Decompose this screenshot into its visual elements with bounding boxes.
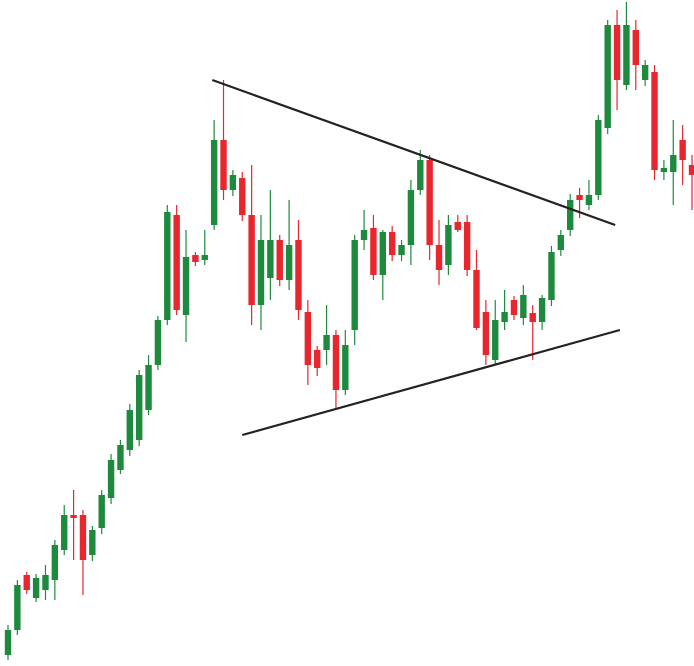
candle-body [220, 140, 227, 190]
candle-body [520, 295, 527, 318]
candle-body [173, 215, 180, 310]
candle-body [501, 312, 508, 322]
candle-body [351, 240, 358, 330]
candle-body [267, 240, 274, 278]
candle-body [398, 245, 405, 255]
candle-body [126, 410, 134, 450]
candle-body [379, 232, 386, 275]
candle-body [342, 345, 349, 390]
candle-body [229, 175, 237, 190]
candle-body [360, 230, 368, 240]
candle-body [651, 72, 658, 170]
candle-body [557, 235, 565, 250]
candle-body [576, 195, 583, 200]
candle-body [679, 140, 686, 160]
candle-body [145, 365, 152, 410]
candle-body [426, 160, 433, 245]
candle-body [42, 575, 49, 590]
candle-body [445, 225, 452, 265]
candle-body [417, 160, 424, 190]
candle-body [23, 575, 30, 590]
candle-body [98, 495, 105, 528]
candle-body [14, 585, 21, 630]
candle-body [510, 300, 518, 315]
candle-body [61, 515, 68, 550]
candle-body [482, 312, 490, 355]
candle-body [585, 195, 593, 205]
candle-body [548, 252, 555, 300]
candle-body [295, 240, 302, 310]
candle-body [454, 222, 461, 230]
candle-body [370, 228, 377, 275]
candle-body [314, 350, 321, 368]
candle-body [641, 65, 649, 80]
candle-body [407, 190, 415, 245]
candle-body [463, 222, 471, 270]
candle-body [79, 515, 87, 560]
candle-body [107, 460, 115, 498]
candle-body [688, 165, 694, 175]
candle-body [248, 215, 255, 305]
candle-body [257, 240, 265, 305]
candle-body [660, 168, 668, 172]
candle-body [70, 515, 77, 518]
candle-body [201, 255, 208, 260]
candle-body [210, 140, 218, 225]
candle-body [623, 25, 630, 85]
candle-body [323, 335, 330, 350]
candle-body [304, 312, 312, 365]
candle-body [154, 320, 162, 365]
candle-body [604, 25, 611, 128]
trendline [241, 328, 621, 437]
candle-body [670, 155, 677, 172]
candle-body [164, 212, 171, 320]
candle-body [492, 320, 499, 360]
candle-body [332, 335, 340, 390]
candle-body [529, 313, 536, 322]
candle-body [182, 257, 190, 315]
candle-body [4, 630, 12, 655]
candle-body [613, 25, 621, 80]
candle-body [595, 120, 602, 195]
candle-body [135, 375, 143, 440]
candle-body [538, 298, 546, 322]
candle-body [192, 255, 199, 262]
candle-body [117, 445, 124, 470]
candle-body [473, 270, 480, 328]
candle-body [285, 245, 293, 280]
candle-body [632, 30, 639, 65]
candle-body [32, 578, 40, 598]
candle-body [51, 545, 59, 580]
candle-body [276, 240, 283, 280]
candle-body [567, 200, 574, 230]
candle-body [89, 530, 96, 555]
candle-body [388, 232, 396, 255]
candle-body [239, 178, 246, 215]
candle-body [435, 245, 443, 270]
trendline [211, 78, 616, 227]
